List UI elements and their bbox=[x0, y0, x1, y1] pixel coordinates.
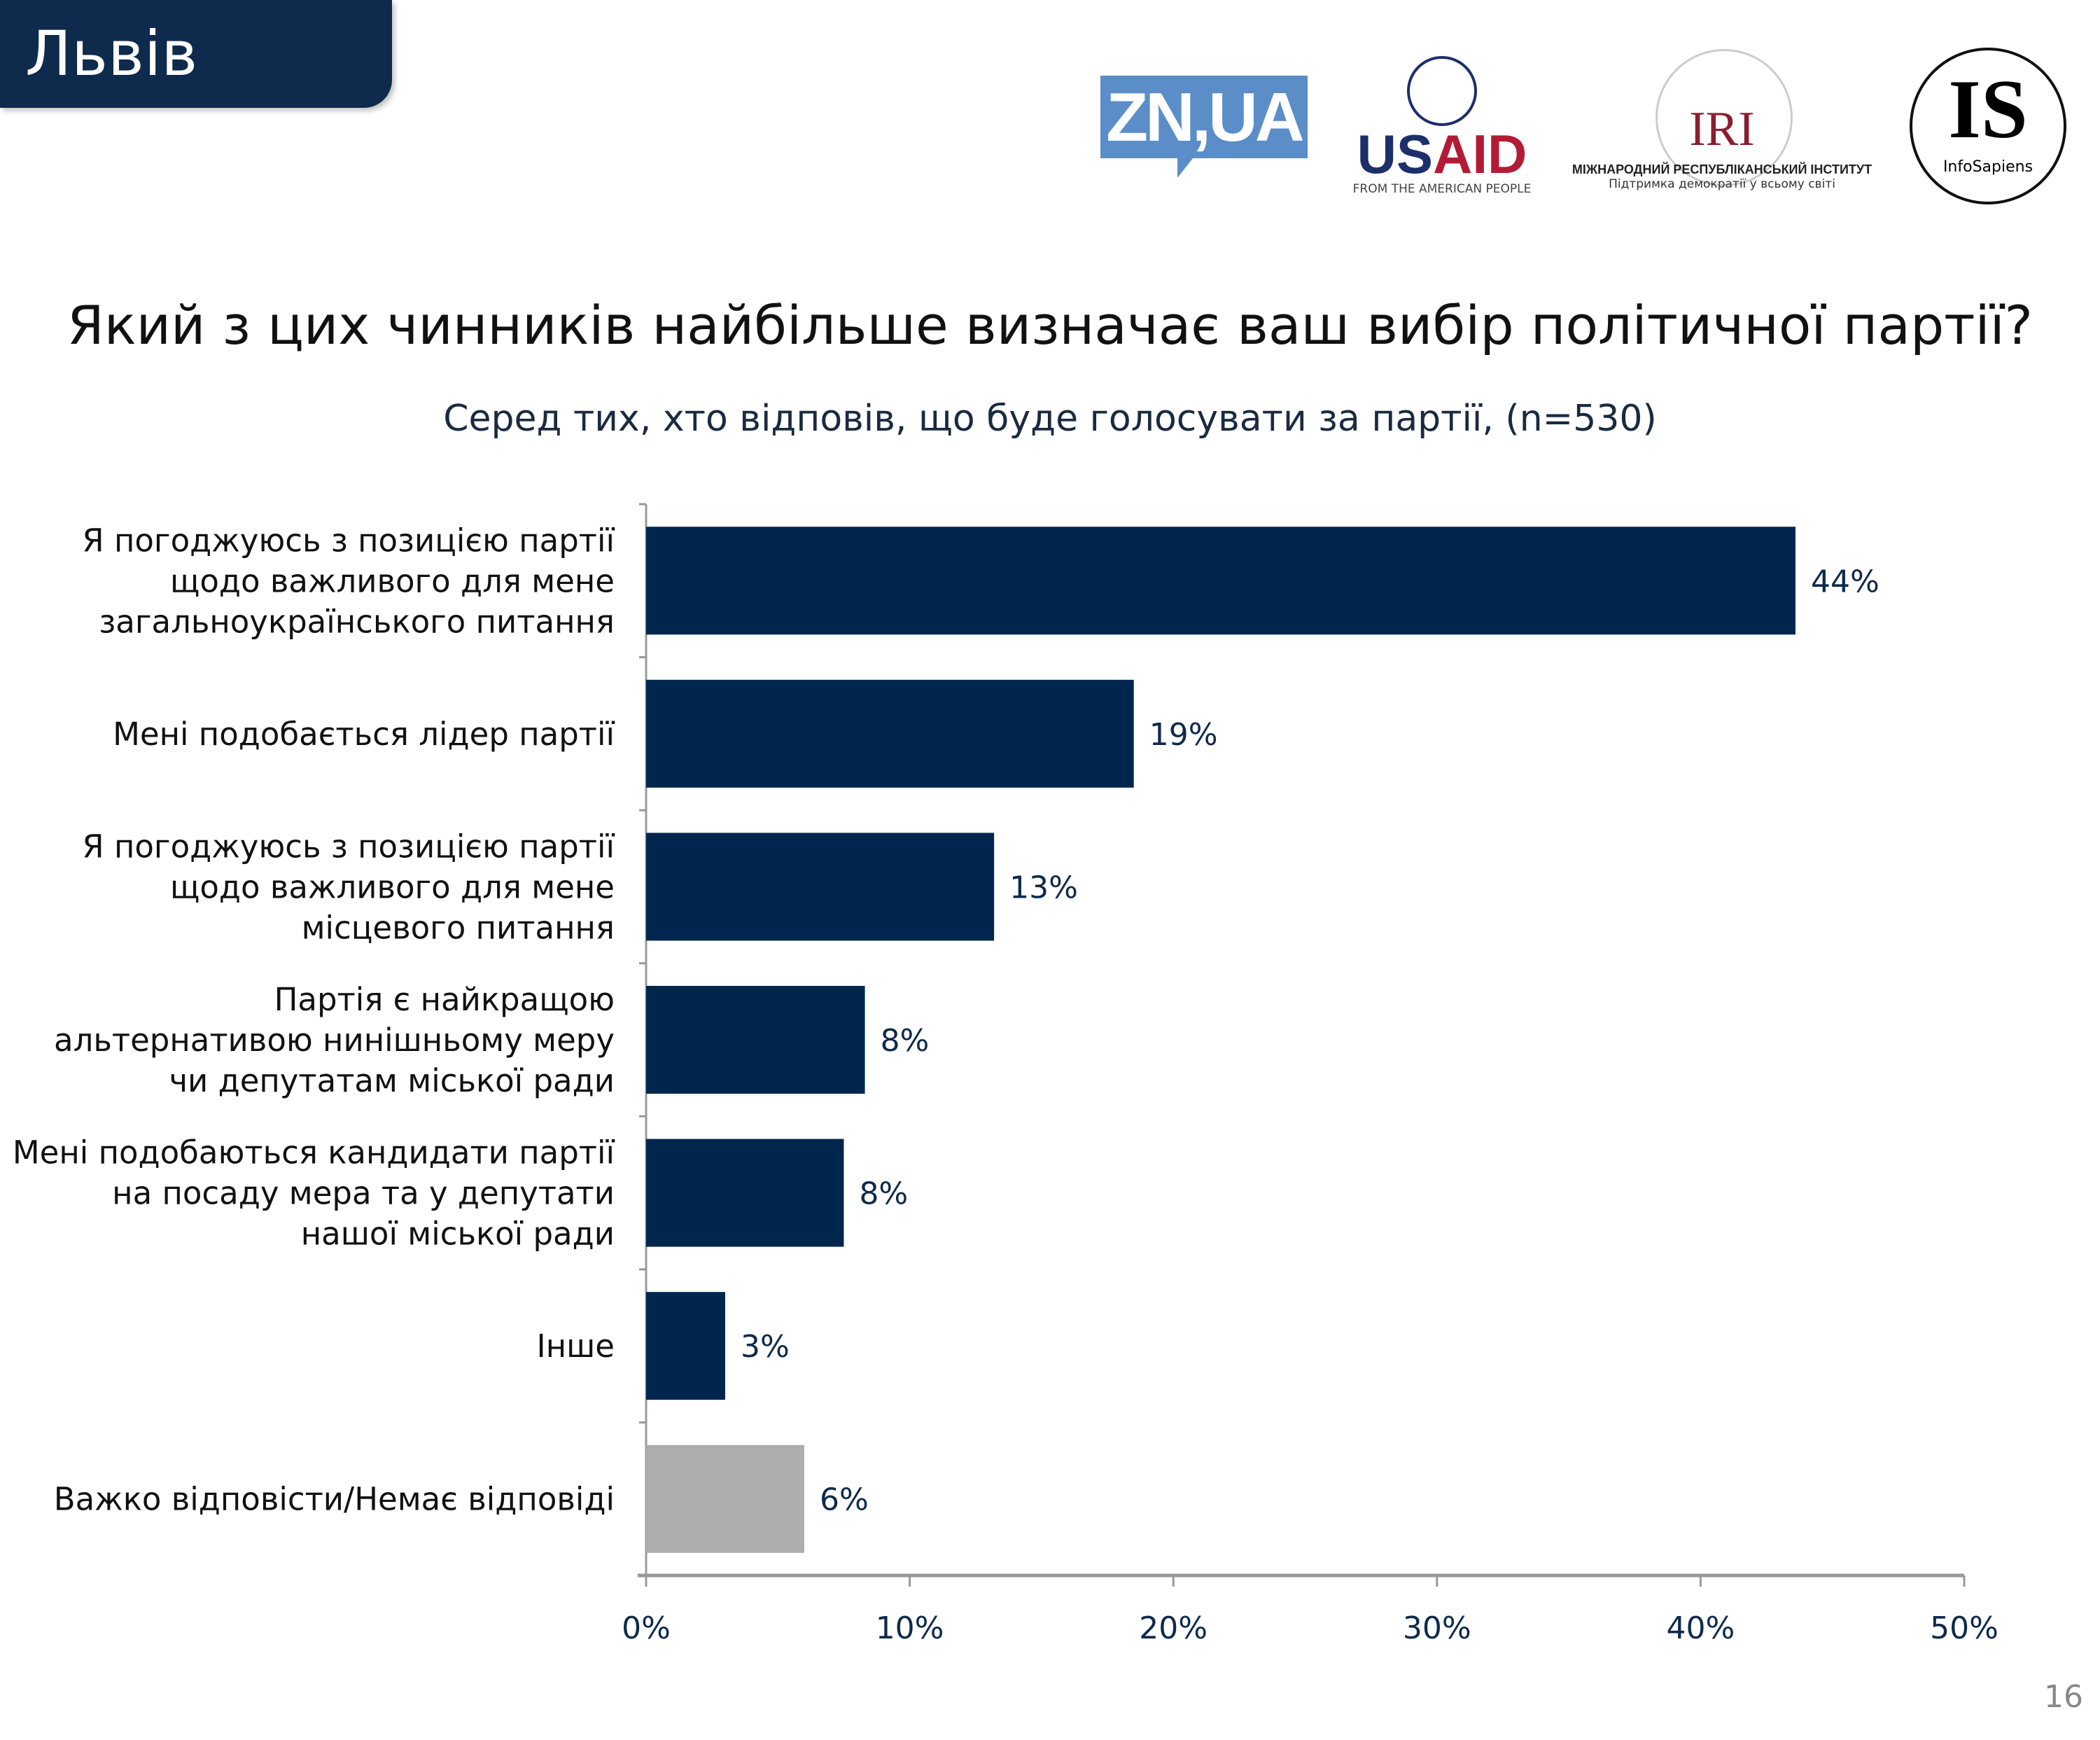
x-tick-label: 50% bbox=[1930, 1610, 1998, 1646]
page-number: 16 bbox=[2044, 1679, 2083, 1715]
category-label: місцевого питання bbox=[302, 909, 615, 946]
iri-tagline: Підтримка демократії у всьому світі bbox=[1609, 177, 1835, 191]
bar bbox=[646, 1139, 844, 1247]
category-label: на посаду мера та у депутати bbox=[112, 1175, 615, 1212]
category-label: щодо важливого для мене bbox=[170, 868, 615, 905]
category-label: загальноукраїнського питання bbox=[99, 603, 615, 640]
iri-name: МІЖНАРОДНИЙ РЕСПУБЛІКАНСЬКИЙ ІНСТИТУТ bbox=[1572, 162, 1872, 176]
category-label: Партія є найкращою bbox=[274, 981, 615, 1018]
bar-value-label: 8% bbox=[881, 1023, 930, 1059]
usaid-logo: USAID FROM THE AMERICAN PEOPLE bbox=[1351, 56, 1533, 203]
bar bbox=[646, 1445, 804, 1553]
category-label: щодо важливого для мене bbox=[170, 562, 615, 599]
category-label: Важко відповісти/Немає відповіді bbox=[54, 1481, 615, 1518]
bar-value-label: 19% bbox=[1149, 717, 1218, 753]
x-tick-label: 0% bbox=[622, 1610, 671, 1646]
bar bbox=[646, 833, 995, 941]
chart-title: Який з цих чинників найбільше визначає в… bbox=[66, 294, 2033, 356]
chart-subtitle: Серед тих, хто відповів, що буде голосув… bbox=[443, 398, 1657, 440]
globe-icon bbox=[1656, 49, 1793, 186]
category-label: Мені подобається лідер партії bbox=[113, 716, 615, 753]
bar-value-label: 3% bbox=[741, 1329, 790, 1365]
bar bbox=[646, 986, 865, 1094]
bar-value-label: 44% bbox=[1811, 564, 1879, 599]
x-tick-label: 40% bbox=[1667, 1610, 1735, 1646]
x-tick-label: 10% bbox=[876, 1610, 944, 1646]
zn-logo-text: ZN,UA bbox=[1106, 78, 1304, 155]
category-label: Я погоджуюсь з позицією партії bbox=[82, 522, 615, 559]
bar bbox=[646, 1292, 725, 1400]
category-label: чи депутатам міської ради bbox=[169, 1062, 615, 1099]
bar bbox=[646, 527, 1795, 635]
bar-value-label: 8% bbox=[859, 1176, 908, 1212]
category-label: нашої міської ради bbox=[301, 1216, 615, 1253]
iri-logo: IRI МІЖНАРОДНИЙ РЕСПУБЛІКАНСЬКИЙ ІНСТИТУ… bbox=[1561, 49, 1883, 203]
is-wordmark: IS bbox=[1948, 62, 2028, 155]
category-label: Я погоджуюсь з позицією партії bbox=[82, 828, 615, 865]
x-tick-label: 20% bbox=[1139, 1610, 1208, 1646]
iri-wordmark: IRI bbox=[1689, 102, 1755, 156]
category-label: Мені подобаються кандидати партії bbox=[13, 1134, 615, 1171]
is-sub: InfoSapiens bbox=[1942, 158, 2033, 176]
category-label: Інше bbox=[536, 1328, 615, 1365]
usaid-wordmark: USAID bbox=[1357, 123, 1527, 185]
city-header: Львів bbox=[0, 0, 392, 108]
bar-value-label: 13% bbox=[1009, 870, 1078, 905]
x-tick-label: 30% bbox=[1403, 1610, 1471, 1646]
zn-ua-logo: ZN,UA bbox=[1100, 76, 1308, 178]
usaid-seal-icon bbox=[1407, 56, 1477, 126]
bar-value-label: 6% bbox=[820, 1482, 869, 1518]
infosapiens-logo: IS InfoSapiens bbox=[1910, 48, 2066, 204]
usaid-tagline: FROM THE AMERICAN PEOPLE bbox=[1352, 182, 1532, 196]
category-label: альтернативою нинішньому меру bbox=[54, 1022, 615, 1059]
bar bbox=[646, 679, 1134, 788]
